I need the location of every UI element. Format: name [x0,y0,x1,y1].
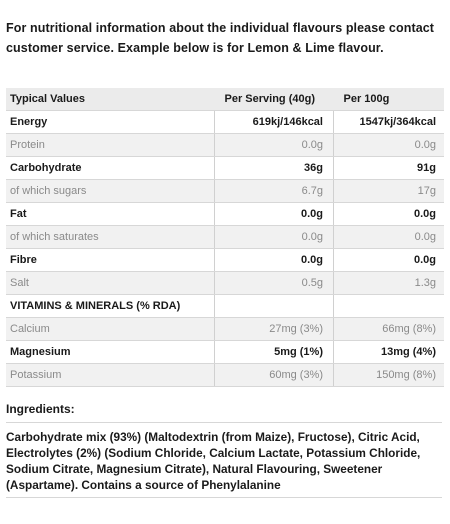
nutrition-table: Typical Values Per Serving (40g) Per 100… [6,88,444,387]
per-serving-value: 36g [214,156,334,180]
table-row: of which sugars 6.7g 17g [6,179,444,203]
per-serving-value: 6.7g [214,179,334,203]
ingredients-title: Ingredients: [6,402,75,416]
table-row: Fat 0.0g 0.0g [6,202,444,226]
per-100g-value: 91g [333,156,444,180]
nutrition-table-body: Energy 619kj/146kcal 1547kj/364kcal Protein… [6,110,444,387]
table-row: Carbohydrate 36g 91g [6,156,444,180]
table-row: Energy 619kj/146kcal 1547kj/364kcal [6,110,444,134]
divider [6,497,442,498]
table-row: Potassium 60mg (3%) 150mg (8%) [6,363,444,387]
nutrient-name: Magnesium [6,340,215,364]
intro-text: For nutritional information about the in… [6,21,435,55]
per-100g-value: 0.0g [333,225,444,249]
per-serving-value: 60mg (3%) [214,363,334,387]
nutrient-name: of which sugars [6,179,215,203]
per-100g-value: 0.0g [333,133,444,157]
nutrient-name: Salt [6,271,215,295]
nutrient-name: VITAMINS & MINERALS (% RDA) [6,294,215,318]
table-row: Salt 0.5g 1.3g [6,271,444,295]
per-100g-value: 1547kj/364kcal [333,110,444,134]
per-100g-value: 13mg (4%) [333,340,444,364]
per-100g-value: 1.3g [333,271,444,295]
per-100g-value [333,294,444,318]
per-serving-value: 0.0g [214,248,334,272]
per-serving-value: 0.5g [214,271,334,295]
per-100g-value: 17g [333,179,444,203]
per-100g-value: 0.0g [333,202,444,226]
table-header-row: Typical Values Per Serving (40g) Per 100… [6,88,444,111]
per-serving-value: 0.0g [214,133,334,157]
divider [6,422,442,423]
per-100g-value: 150mg (8%) [333,363,444,387]
per-100g-value: 66mg (8%) [333,317,444,341]
per-100g-value: 0.0g [333,248,444,272]
table-row: Magnesium 5mg (1%) 13mg (4%) [6,340,444,364]
nutrient-name: Fat [6,202,215,226]
ingredients-text: Carbohydrate mix (93%) (Maltodextrin (fr… [6,430,421,492]
header-per-serving: Per Serving (40g) [214,88,334,111]
nutrient-name: Energy [6,110,215,134]
nutrient-name: Carbohydrate [6,156,215,180]
per-serving-value: 619kj/146kcal [214,110,334,134]
table-row: Fibre 0.0g 0.0g [6,248,444,272]
per-serving-value: 27mg (3%) [214,317,334,341]
header-per-100g: Per 100g [333,88,444,111]
per-serving-value: 5mg (1%) [214,340,334,364]
table-row: Calcium 27mg (3%) 66mg (8%) [6,317,444,341]
nutrient-name: of which saturates [6,225,215,249]
per-serving-value [214,294,334,318]
per-serving-value: 0.0g [214,225,334,249]
nutrient-name: Fibre [6,248,215,272]
nutrient-name: Potassium [6,363,215,387]
per-serving-value: 0.0g [214,202,334,226]
nutrient-name: Calcium [6,317,215,341]
nutrient-name: Protein [6,133,215,157]
table-row: VITAMINS & MINERALS (% RDA) [6,294,444,318]
table-row: of which saturates 0.0g 0.0g [6,225,444,249]
table-row: Protein 0.0g 0.0g [6,133,444,157]
header-typical-values: Typical Values [6,88,215,111]
